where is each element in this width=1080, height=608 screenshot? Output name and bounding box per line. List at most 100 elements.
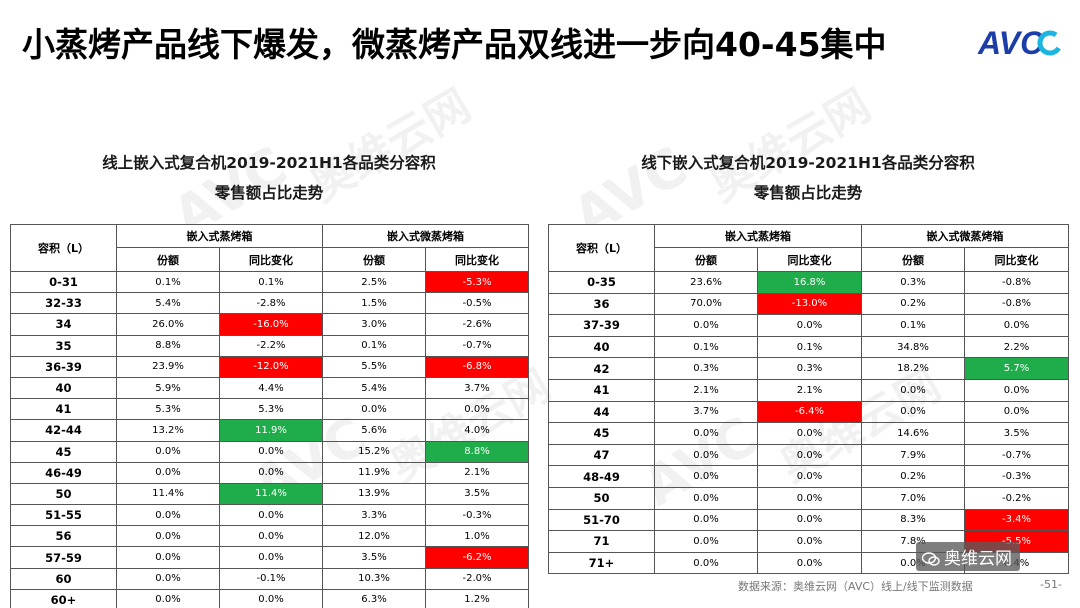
table-row: 41 2.1% 2.1% 0.0% 0.0%	[548, 378, 1069, 402]
micro-yoy-cell: -0.7%	[964, 443, 1069, 467]
wechat-label: 奥维云网	[944, 549, 1012, 569]
table-row: 60+ 0.0% 0.0% 6.3% 1.2%	[10, 588, 529, 608]
steam-share-cell: 0.0%	[116, 567, 220, 590]
micro-yoy-cell: -0.5%	[425, 292, 529, 315]
steam-yoy-cell: 0.0%	[219, 440, 323, 463]
steam-share-cell: 11.4%	[116, 482, 220, 506]
subheader-share: 份额	[322, 247, 426, 272]
micro-share-cell: 3.0%	[322, 313, 426, 336]
capacity-cell: 0-35	[548, 271, 655, 294]
micro-share-cell: 5.6%	[322, 419, 426, 442]
table-row: 51-55 0.0% 0.0% 3.3% -0.3%	[10, 504, 529, 527]
micro-share-cell: 0.1%	[861, 314, 965, 337]
micro-yoy-cell: 3.7%	[425, 376, 529, 400]
table-row: 48-49 0.0% 0.0% 0.2% -0.3%	[548, 465, 1069, 488]
table-row: 35 8.8% -2.2% 0.1% -0.7%	[10, 334, 529, 357]
steam-yoy-cell: 0.0%	[219, 525, 323, 548]
micro-share-cell: 6.3%	[322, 588, 426, 608]
capacity-cell: 44	[548, 400, 655, 424]
steam-share-cell: 5.4%	[116, 292, 220, 315]
steam-share-cell: 0.0%	[654, 465, 758, 488]
capacity-cell: 41	[548, 378, 655, 402]
steam-yoy-cell: 5.3%	[219, 398, 323, 421]
table-row: 37-39 0.0% 0.0% 0.1% 0.0%	[548, 314, 1069, 337]
micro-yoy-cell: -0.8%	[964, 292, 1069, 316]
micro-share-cell: 3.5%	[322, 546, 426, 569]
micro-yoy-cell: -2.6%	[425, 313, 529, 336]
header-capacity: 容积（L）	[548, 224, 655, 272]
steam-share-cell: 0.0%	[654, 508, 758, 532]
steam-yoy-cell: 0.0%	[219, 504, 323, 527]
micro-yoy-cell: 2.2%	[964, 335, 1069, 359]
steam-share-cell: 0.1%	[116, 270, 220, 294]
header-micro-steam-oven: 嵌入式微蒸烤箱	[322, 224, 529, 248]
capacity-cell: 51-70	[548, 508, 655, 532]
micro-share-cell: 18.2%	[861, 357, 965, 380]
steam-share-cell: 2.1%	[654, 378, 758, 402]
steam-share-cell: 0.3%	[654, 357, 758, 380]
micro-share-cell: 34.8%	[861, 335, 965, 359]
capacity-cell: 37-39	[548, 314, 655, 337]
wechat-badge: 奥维云网	[916, 542, 1020, 571]
steam-yoy-cell: 0.0%	[757, 422, 862, 445]
capacity-cell: 50	[548, 486, 655, 510]
table-row: 50 11.4% 11.4% 13.9% 3.5%	[10, 482, 529, 506]
steam-share-cell: 0.0%	[116, 461, 220, 484]
steam-share-cell: 23.6%	[654, 271, 758, 294]
steam-yoy-cell: 0.0%	[757, 486, 862, 510]
micro-yoy-cell: 0.0%	[964, 400, 1069, 424]
steam-yoy-cell: 0.0%	[757, 551, 862, 575]
capacity-cell: 48-49	[548, 465, 655, 488]
micro-share-cell: 0.1%	[322, 334, 426, 357]
steam-share-cell: 3.7%	[654, 400, 758, 424]
header-micro-steam-oven: 嵌入式微蒸烤箱	[861, 224, 1069, 248]
steam-yoy-cell: 0.0%	[757, 314, 862, 337]
offline-title-line1: 线下嵌入式复合机2019-2021H1各品类分容积	[641, 154, 975, 172]
micro-yoy-cell: 0.0%	[425, 398, 529, 421]
offline-panel-title: 线下嵌入式复合机2019-2021H1各品类分容积 零售额占比走势	[548, 148, 1068, 208]
steam-yoy-cell: -16.0%	[219, 313, 323, 336]
online-panel-title: 线上嵌入式复合机2019-2021H1各品类分容积 零售额占比走势	[10, 148, 528, 208]
subheader-share: 份额	[116, 247, 220, 272]
micro-share-cell: 0.0%	[861, 400, 965, 424]
micro-share-cell: 5.5%	[322, 355, 426, 378]
steam-yoy-cell: 0.0%	[757, 443, 862, 467]
steam-share-cell: 0.0%	[654, 443, 758, 467]
steam-yoy-cell: 0.0%	[219, 546, 323, 569]
wechat-icon	[922, 552, 940, 566]
steam-share-cell: 0.0%	[654, 530, 758, 553]
table-row: 50 0.0% 0.0% 7.0% -0.2%	[548, 486, 1069, 510]
capacity-cell: 36-39	[10, 355, 117, 378]
micro-yoy-cell: 3.5%	[425, 482, 529, 506]
table-row: 0-31 0.1% 0.1% 2.5% -5.3%	[10, 270, 529, 294]
subheader-share: 份额	[654, 247, 758, 272]
micro-yoy-cell: -5.3%	[425, 270, 529, 294]
micro-share-cell: 0.0%	[861, 378, 965, 402]
offline-title-line2: 零售额占比走势	[753, 184, 863, 202]
steam-yoy-cell: 0.0%	[219, 461, 323, 484]
table-row: 40 5.9% 4.4% 5.4% 3.7%	[10, 376, 529, 400]
capacity-cell: 40	[548, 335, 655, 359]
subheader-share: 份额	[861, 247, 965, 272]
micro-yoy-cell: -0.7%	[425, 334, 529, 357]
micro-share-cell: 13.9%	[322, 482, 426, 506]
capacity-cell: 51-55	[10, 504, 117, 527]
micro-share-cell: 0.2%	[861, 292, 965, 316]
micro-share-cell: 5.4%	[322, 376, 426, 400]
steam-yoy-cell: -6.4%	[757, 400, 862, 424]
steam-share-cell: 0.0%	[116, 504, 220, 527]
steam-yoy-cell: 4.4%	[219, 376, 323, 400]
avc-logo: AVC	[977, 25, 1063, 61]
subheader-yoy: 同比变化	[964, 247, 1069, 272]
steam-share-cell: 0.0%	[116, 440, 220, 463]
table-row: 40 0.1% 0.1% 34.8% 2.2%	[548, 335, 1069, 359]
capacity-cell: 71+	[548, 551, 655, 575]
micro-yoy-cell: 5.7%	[964, 357, 1069, 380]
micro-yoy-cell: -0.3%	[425, 504, 529, 527]
table-row: 57-59 0.0% 0.0% 3.5% -6.2%	[10, 546, 529, 569]
steam-yoy-cell: 0.0%	[757, 508, 862, 532]
table-row: 42 0.3% 0.3% 18.2% 5.7%	[548, 357, 1069, 380]
table-row: 41 5.3% 5.3% 0.0% 0.0%	[10, 398, 529, 421]
subheader-yoy: 同比变化	[219, 247, 323, 272]
capacity-cell: 40	[10, 376, 117, 400]
